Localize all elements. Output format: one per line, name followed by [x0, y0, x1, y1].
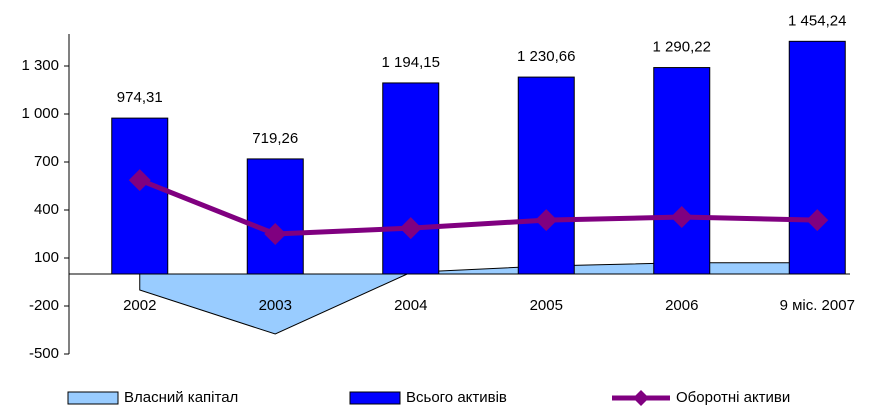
bar	[653, 67, 711, 275]
x-tick-label: 2005	[530, 297, 563, 314]
line-marker	[535, 209, 558, 232]
legend-label: Власний капітал	[124, 389, 238, 406]
legend-swatch	[67, 391, 119, 405]
y-tick-label: 100	[34, 249, 59, 266]
y-tick-label: 1 300	[21, 57, 59, 74]
x-tick-label: 2004	[394, 297, 427, 314]
legend-swatch	[633, 390, 649, 406]
area	[139, 262, 818, 335]
bar	[788, 40, 846, 275]
x-tick-label: 9 міс. 2007	[780, 297, 855, 314]
bar	[246, 158, 304, 275]
y-tick-label: 700	[34, 153, 59, 170]
line-marker	[806, 209, 829, 232]
x-tick-label: 2002	[123, 297, 156, 314]
line-marker	[264, 223, 287, 245]
x-tick-label: 2006	[665, 297, 698, 314]
y-tick-label: -200	[29, 297, 59, 314]
line-marker	[128, 169, 151, 192]
bar	[517, 76, 575, 275]
y-tick-label: 1 000	[21, 105, 59, 122]
line-marker	[670, 206, 693, 229]
legend-swatch	[349, 391, 401, 405]
value-label: 1 454,24	[788, 12, 846, 29]
value-label: 719,26	[252, 130, 298, 147]
legend-label: Оборотні активи	[676, 389, 790, 406]
value-label: 1 194,15	[382, 54, 440, 71]
bar	[382, 82, 440, 275]
value-label: 1 230,66	[517, 48, 575, 65]
y-tick-label: 400	[34, 201, 59, 218]
value-label: 1 290,22	[653, 39, 711, 56]
line-marker	[399, 217, 422, 240]
value-label: 974,31	[117, 89, 163, 106]
y-tick-label: -500	[29, 345, 59, 362]
x-tick-label: 2003	[259, 297, 292, 314]
bar	[111, 117, 169, 275]
line	[138, 177, 818, 237]
legend-label: Всього активів	[406, 389, 507, 406]
